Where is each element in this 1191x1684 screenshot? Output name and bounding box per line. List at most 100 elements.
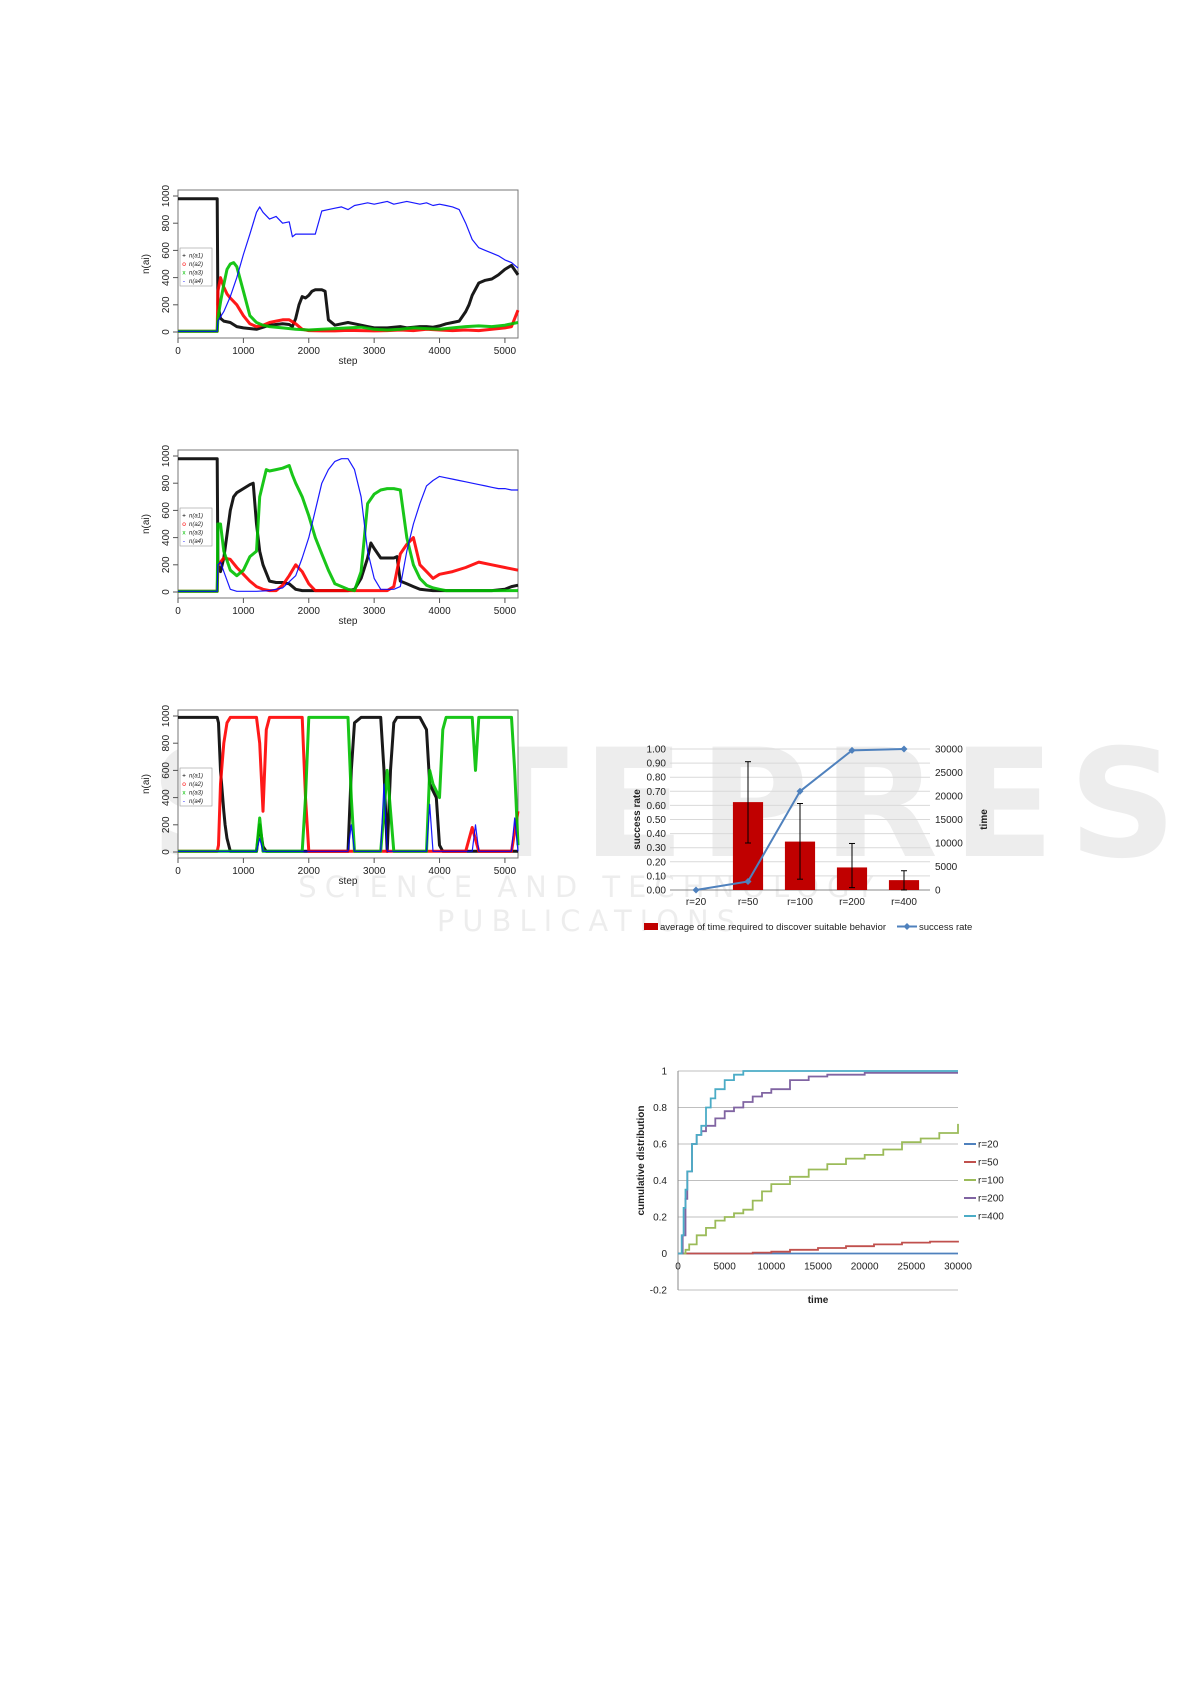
- chart-4-bar-line-combo: 0.00 0.10 0.20 0.30 0.40 0.50 0.60 0.70 0.80 0.90…: [632, 745, 990, 934]
- legend-marker-3: x: [182, 790, 186, 797]
- series-line-4: [178, 783, 519, 852]
- success-rate-point: [796, 787, 804, 795]
- x-axis-label: step: [339, 616, 358, 627]
- x-tick-label: 0: [175, 606, 181, 617]
- x-tick-label: 3000: [363, 346, 386, 357]
- legend-line-entry: success rate: [919, 922, 972, 933]
- x-axis-label: step: [339, 356, 358, 367]
- y-tick-label: 0.20: [647, 857, 667, 868]
- y-tick-label: 400: [161, 789, 172, 806]
- x-tick-label: 10000: [757, 1262, 785, 1273]
- success-rate-point: [848, 746, 856, 754]
- success-rate-point: [744, 878, 752, 886]
- legend-box: [179, 767, 213, 807]
- y-tick-label: 0: [161, 589, 172, 595]
- y-tick-label: -0.2: [650, 1286, 668, 1297]
- legend-marker-4: -: [183, 278, 185, 285]
- x-tick-label: 25000: [897, 1262, 925, 1273]
- x-tick-label: 0: [175, 346, 181, 357]
- chart-2-line-plot: 0 1000 2000 3000 4000 5000 0 200 400 600 800 1000 st…: [141, 444, 519, 627]
- y-tick-label: 1000: [161, 444, 172, 467]
- y-tick-label: 800: [161, 734, 172, 751]
- legend-entry-1: n(a1): [189, 514, 203, 520]
- legend-bar-entry: average of time required to discover sui…: [660, 922, 886, 933]
- y-tick-label: 800: [161, 214, 172, 231]
- y-tick-label: 0.50: [647, 815, 667, 826]
- x-tick-label: 4000: [428, 866, 451, 877]
- legend-bar-swatch: [644, 923, 658, 930]
- x-tick-label: 0: [175, 866, 181, 877]
- success-rate-point: [900, 745, 908, 753]
- legend-marker-4: -: [183, 538, 185, 545]
- y-axis-label: n(ai): [141, 254, 152, 274]
- series-line-r=400: [678, 1070, 958, 1255]
- x-tick-label: 30000: [944, 1262, 972, 1273]
- legend-marker-1: +: [182, 773, 186, 780]
- legend-line-marker: [903, 923, 911, 930]
- legend-marker-3: x: [182, 270, 186, 277]
- x-tick-label: 4000: [428, 606, 451, 617]
- legend-entry: r=100: [978, 1176, 1004, 1187]
- y-tick-label: 0.10: [647, 871, 667, 882]
- y-tick-label: 600: [161, 762, 172, 779]
- y-axis-label: cumulative distribution: [636, 1105, 647, 1215]
- y2-tick-label: 15000: [935, 815, 963, 826]
- y-tick-label: 600: [161, 502, 172, 519]
- y-tick-label: 0.00: [647, 886, 667, 897]
- chart-5-cumulative-distribution: -0.2 0 0.2 0.4 0.6 0.8 1 0 5000 10000 15000 20000 25…: [636, 1067, 1004, 1307]
- x-tick-label: 15000: [804, 1262, 832, 1273]
- legend-marker-2: o: [182, 781, 186, 788]
- y-axis-label: n(ai): [141, 774, 152, 794]
- y2-axis-label: time: [979, 809, 990, 830]
- x-tick-label: 0: [675, 1262, 681, 1273]
- x-tick-label: 1000: [232, 606, 255, 617]
- x-tick-label: 5000: [714, 1262, 737, 1273]
- y-tick-label: 0: [161, 849, 172, 855]
- y-tick-label: 0.2: [653, 1213, 667, 1224]
- x-tick-label: 20000: [851, 1262, 879, 1273]
- category-label: r=50: [738, 897, 759, 908]
- x-tick-label: 1000: [232, 866, 255, 877]
- series-line-r=100: [678, 1123, 959, 1255]
- y-tick-label: 1000: [161, 704, 172, 727]
- x-tick-label: 5000: [494, 866, 517, 877]
- category-label: r=400: [891, 897, 917, 908]
- y-tick-label: 0.60: [647, 801, 667, 812]
- series-line-r=50: [678, 1240, 959, 1255]
- legend-entry: r=20: [978, 1140, 999, 1151]
- y-tick-label: 0.30: [647, 843, 667, 854]
- legend-entry-3: n(a3): [189, 531, 203, 537]
- y2-tick-label: 20000: [935, 792, 963, 803]
- legend-entry: r=400: [978, 1212, 1004, 1223]
- legend-marker-2: o: [182, 521, 186, 528]
- legend-entry-4: n(a4): [189, 799, 203, 805]
- legend-marker-3: x: [182, 530, 186, 537]
- series-line-4: [178, 200, 519, 332]
- y-tick-label: 400: [161, 269, 172, 286]
- legend-marker-1: +: [182, 513, 186, 520]
- y2-tick-label: 0: [935, 886, 941, 897]
- legend-entry: r=50: [978, 1158, 999, 1169]
- legend-entry: r=200: [978, 1194, 1004, 1205]
- legend-box: [179, 247, 213, 287]
- category-label: r=100: [787, 897, 813, 908]
- series-line-r=200: [678, 1071, 958, 1255]
- legend-entry-2: n(a2): [189, 782, 203, 788]
- y-axis-label: n(ai): [141, 514, 152, 534]
- y2-tick-label: 30000: [935, 745, 963, 756]
- y-tick-label: 1.00: [647, 745, 667, 756]
- category-label: r=200: [839, 897, 865, 908]
- x-tick-label: 5000: [494, 346, 517, 357]
- series-line-2: [178, 715, 520, 853]
- category-label: r=20: [686, 897, 707, 908]
- legend-marker-4: -: [183, 798, 185, 805]
- series-line-2: [178, 536, 519, 593]
- y-tick-label: 200: [161, 556, 172, 573]
- success-rate-point: [692, 886, 700, 894]
- legend-box: [179, 507, 213, 547]
- x-tick-label: 1000: [232, 346, 255, 357]
- legend-entry-2: n(a2): [189, 262, 203, 268]
- y-tick-label: 0.6: [653, 1140, 667, 1151]
- legend-marker-1: +: [182, 253, 186, 260]
- x-tick-label: 3000: [363, 866, 386, 877]
